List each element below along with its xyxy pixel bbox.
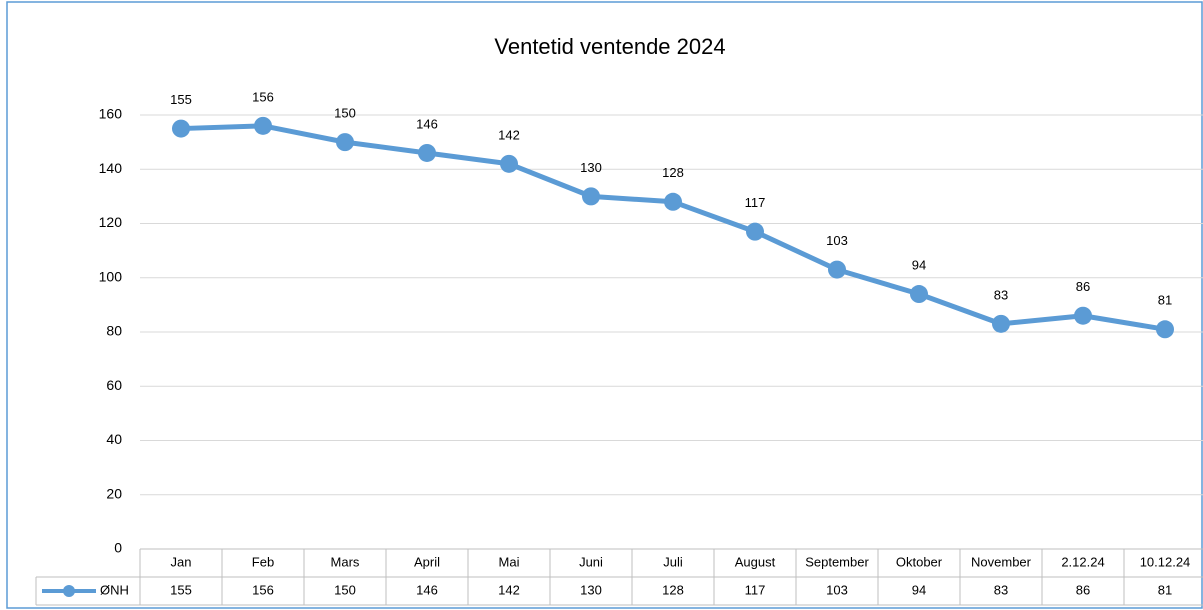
table-value: 142: [498, 582, 520, 597]
table-value: 81: [1158, 582, 1172, 597]
x-tick-label: Juli: [663, 554, 683, 569]
point-marker: [172, 119, 190, 138]
y-tick-label: 80: [106, 323, 122, 339]
table-value: 128: [662, 582, 684, 597]
table-value: 117: [745, 582, 766, 597]
table-value: 155: [170, 582, 192, 597]
point-marker: [746, 222, 764, 241]
y-tick-label: 160: [99, 106, 123, 122]
legend-marker: [63, 585, 75, 597]
x-tick-label: April: [414, 554, 440, 569]
point-marker: [664, 192, 682, 211]
chart-border: [6, 1, 1203, 609]
table-value: 156: [252, 582, 274, 597]
data-label: 150: [334, 106, 356, 121]
point-marker: [500, 154, 518, 173]
y-tick-label: 60: [106, 377, 122, 393]
x-tick-label: Mars: [331, 554, 360, 569]
y-tick-label: 140: [99, 160, 123, 176]
table-value: 130: [580, 582, 602, 597]
x-tick-label: 10.12.24: [1140, 554, 1191, 569]
point-marker: [336, 133, 354, 152]
legend-label: ØNH: [100, 582, 129, 597]
y-tick-label: 20: [106, 485, 122, 501]
point-marker: [418, 143, 436, 162]
y-tick-label: 120: [99, 214, 123, 230]
point-marker: [582, 187, 600, 206]
data-label: 155: [170, 92, 192, 107]
x-tick-label: November: [971, 554, 1032, 569]
point-marker: [1156, 320, 1174, 339]
point-marker: [1074, 306, 1092, 325]
point-marker: [910, 285, 928, 304]
x-tick-label: Juni: [579, 554, 603, 569]
x-tick-label: Feb: [252, 554, 274, 569]
data-label: 130: [580, 160, 602, 175]
x-tick-label: 2.12.24: [1061, 554, 1104, 569]
y-tick-label: 0: [114, 540, 122, 556]
chart-title: Ventetid ventende 2024: [494, 34, 725, 59]
data-label: 81: [1158, 293, 1172, 308]
table-value: 94: [912, 582, 926, 597]
point-marker: [828, 260, 846, 279]
data-label: 86: [1076, 279, 1090, 294]
data-label: 117: [745, 195, 766, 210]
table-value: 150: [334, 582, 356, 597]
x-tick-label: September: [805, 554, 869, 569]
x-tick-label: August: [735, 554, 776, 569]
x-tick-label: Oktober: [896, 554, 943, 569]
data-label: 142: [498, 127, 520, 142]
x-tick-label: Mai: [499, 554, 520, 569]
data-label: 103: [826, 233, 848, 248]
data-label: 146: [416, 116, 438, 131]
point-marker: [992, 314, 1010, 333]
table-value: 103: [826, 582, 848, 597]
data-label: 83: [994, 287, 1008, 302]
y-tick-label: 100: [99, 268, 123, 284]
table-value: 83: [994, 582, 1008, 597]
data-label: 128: [662, 165, 684, 180]
table-value: 86: [1076, 582, 1090, 597]
x-tick-label: Jan: [171, 554, 192, 569]
data-label: 156: [252, 89, 274, 104]
y-tick-label: 40: [106, 431, 122, 447]
table-value: 146: [416, 582, 438, 597]
data-label: 94: [912, 257, 926, 272]
point-marker: [254, 116, 272, 135]
